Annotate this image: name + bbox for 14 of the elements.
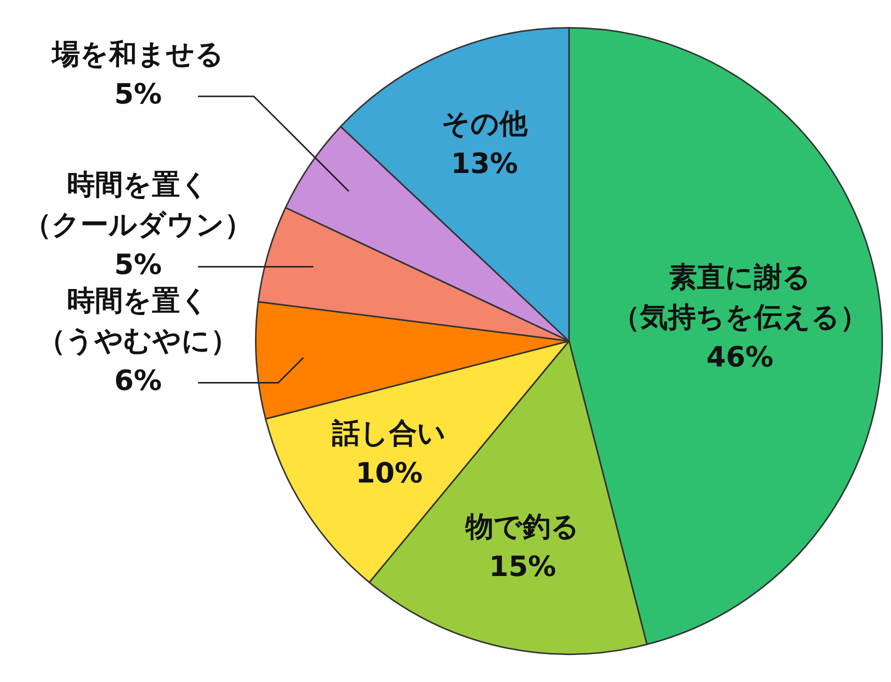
slice-label: 素直に謝る（気持ちを伝える） [612,260,868,334]
data-label: 15% [489,550,556,584]
data-label: 46% [706,340,774,374]
data-label: 13% [450,146,518,180]
slice-label: 話し合い [331,416,446,450]
data-label: 5% [114,248,162,281]
data-label: 6% [114,364,162,397]
data-label: 10% [356,456,423,490]
slice-label: 場を和ませる [50,38,224,71]
slice-label: 時間を置く（クールダウン） [24,168,252,241]
slice-label: その他 [441,106,528,140]
slice-label: 時間を置く（うやむやに） [38,284,238,357]
slice-label: 物で釣る [464,510,580,544]
data-label: 5% [114,78,162,111]
